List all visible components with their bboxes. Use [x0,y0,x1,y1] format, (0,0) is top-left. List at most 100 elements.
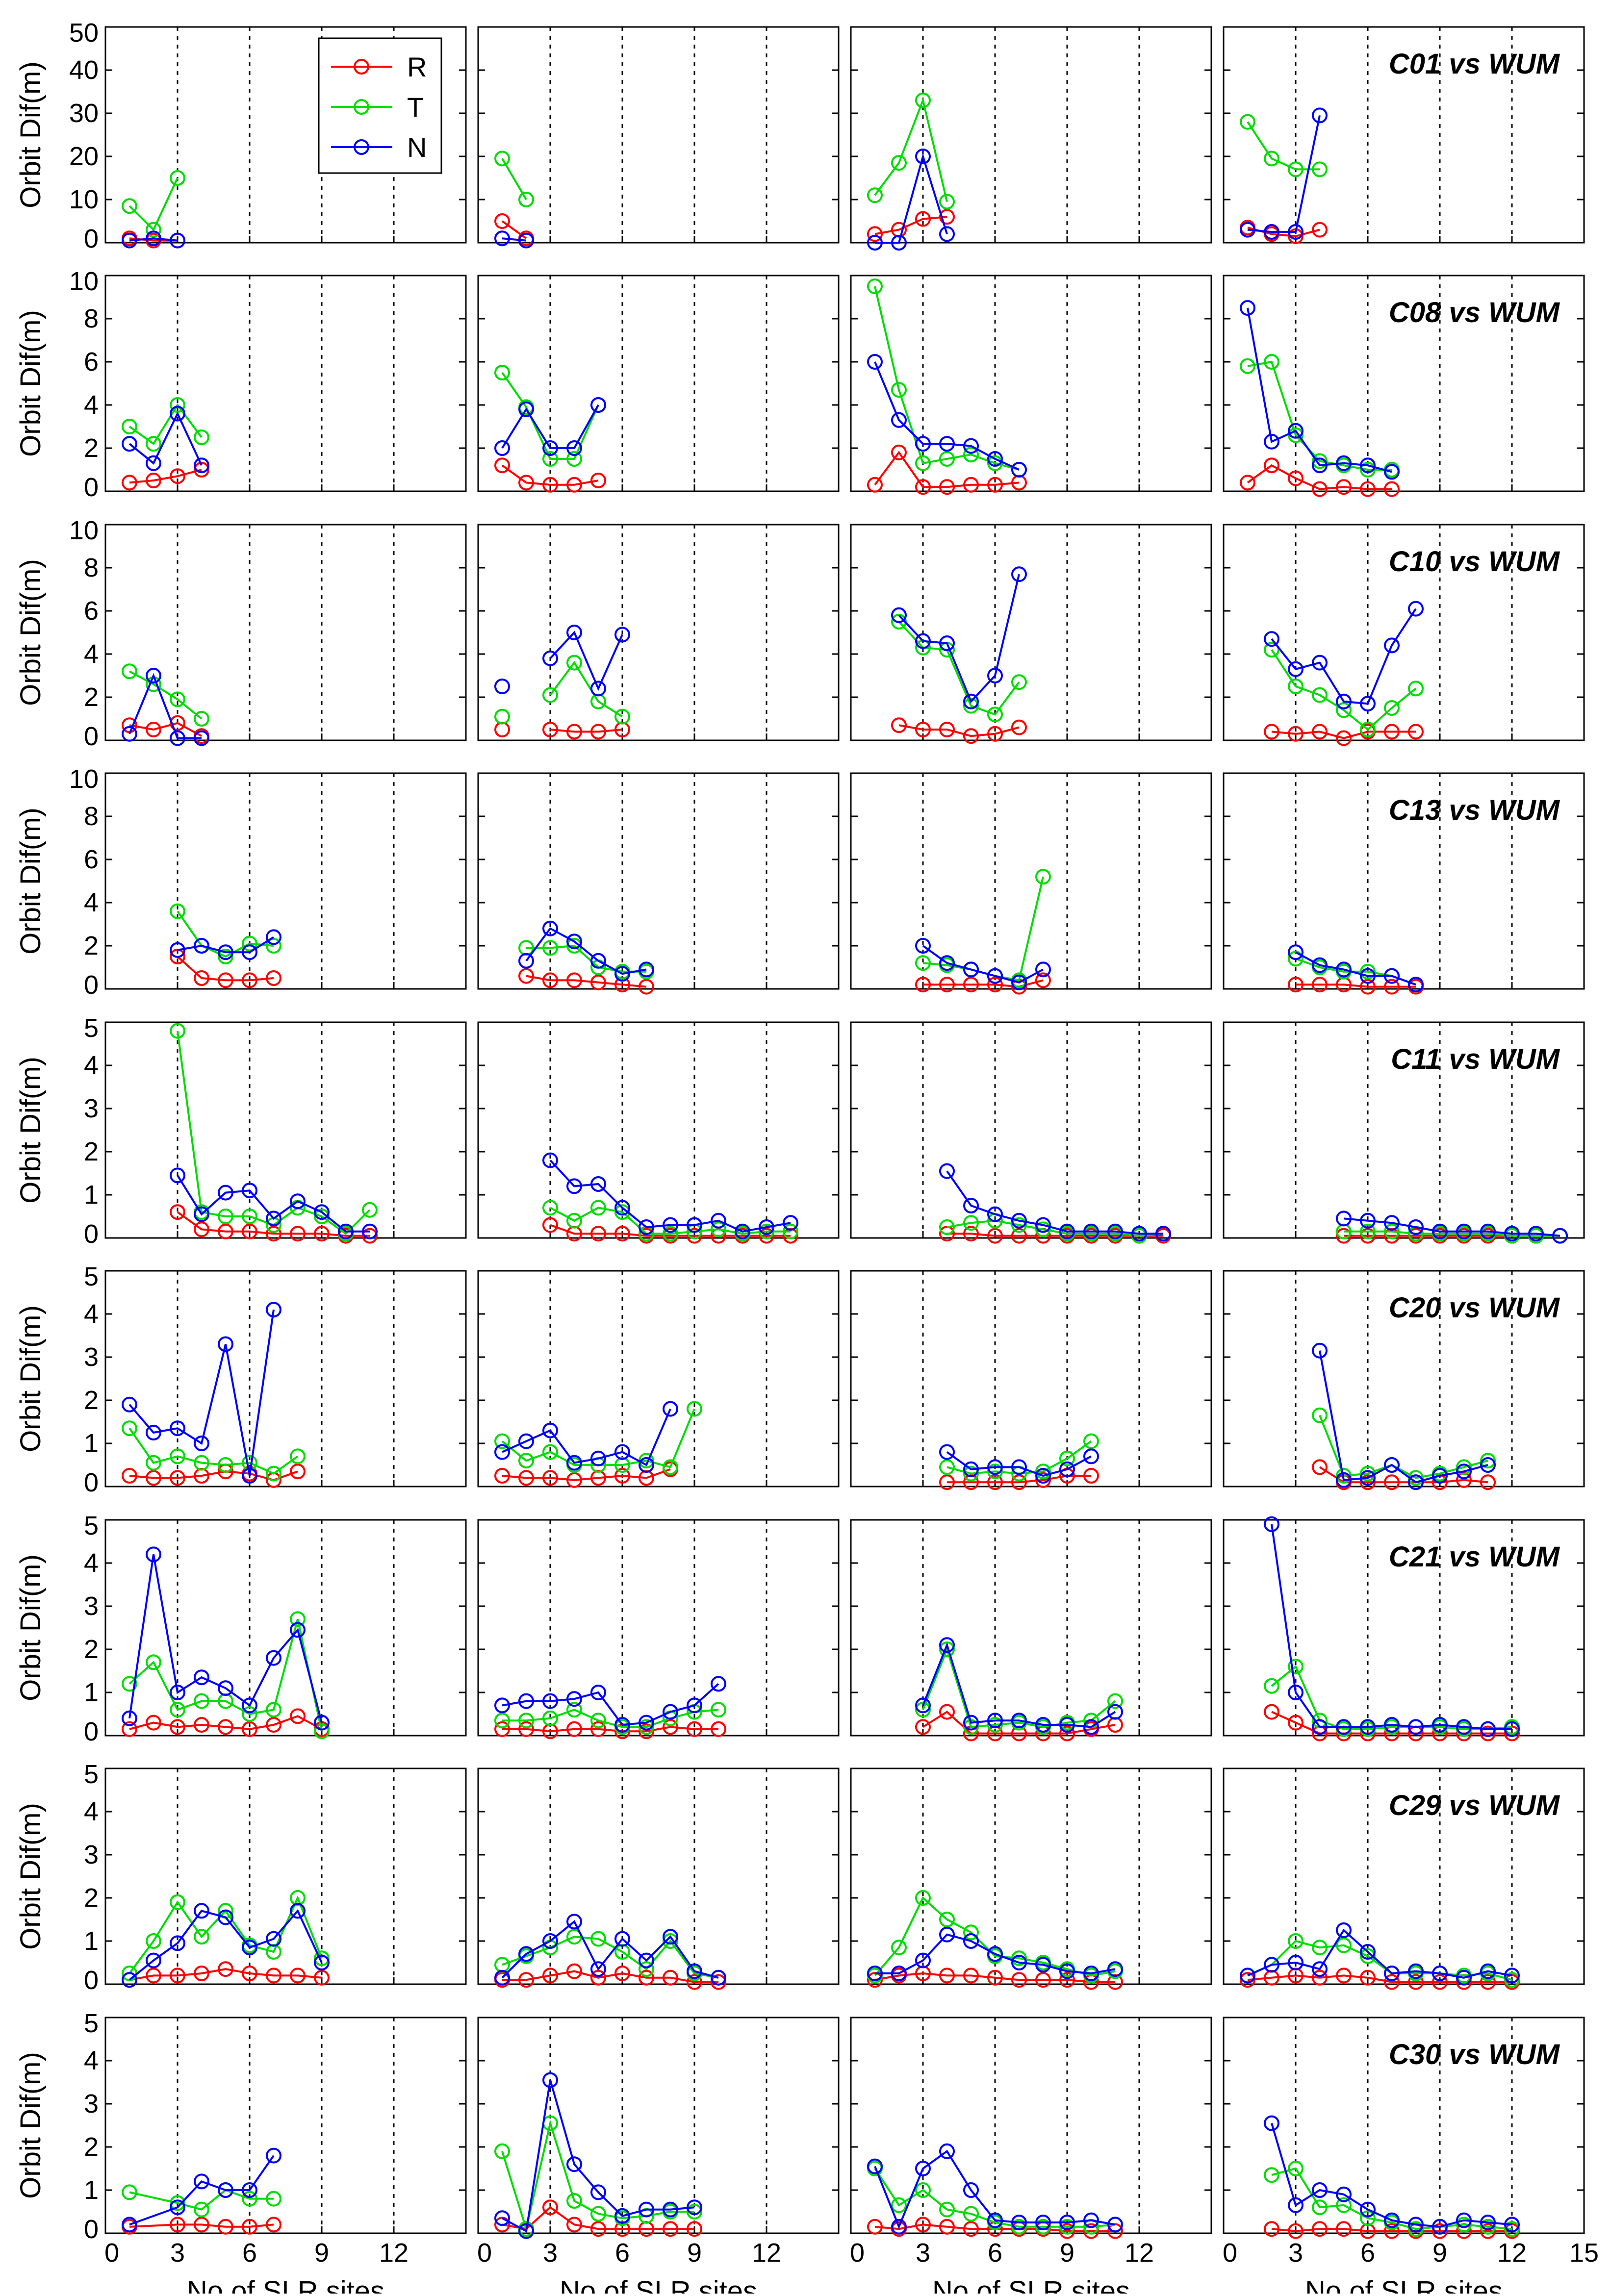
series-line-T [1271,649,1417,731]
data-point-T [218,949,233,964]
data-point-N [590,681,606,697]
data-point-T [1011,674,1027,690]
data-point-T [218,1209,233,1224]
data-point-R [1336,1968,1352,1984]
data-point-N [290,1193,306,1210]
series-line-N [128,1554,323,1723]
data-point-T [518,1713,534,1729]
y-tick-label: 5 [84,2009,99,2038]
data-point-N [1011,1955,1027,1970]
series-line-R [129,1715,322,1730]
data-point-N [687,1963,702,1979]
data-point-N [639,2201,654,2218]
series-line-T [874,97,948,202]
series-line-R [129,469,202,484]
data-point-R [939,1474,955,1490]
data-point-N [1360,457,1376,474]
data-point-R [194,462,209,478]
data-point-N [963,1933,979,1949]
data-point-T [1360,1948,1376,1964]
data-point-R [494,1468,510,1484]
x-tick-label: 0 [477,2238,492,2268]
data-point-R [1408,724,1424,740]
y-tick-label: 0 [84,1219,99,1249]
panel-r7-c4: C21 vs WUM [1223,1516,1585,1741]
data-point-N [266,1211,281,1227]
data-point-R [759,1228,774,1244]
data-point-N [1059,1963,1075,1979]
data-point-N [1083,1966,1099,1981]
data-point-R [915,2217,931,2233]
data-point-N [987,451,1003,467]
data-point-N [170,1935,185,1951]
data-point-T [170,170,185,186]
data-point-N [939,955,955,971]
data-point-N [1408,601,1424,617]
panel-title: C13 vs WUM [1389,794,1560,826]
data-point-R [1312,1969,1328,1986]
data-point-R [146,1715,161,1731]
data-point-T [1107,1693,1123,1709]
data-point-T [1456,1459,1472,1475]
data-point-R [1059,1972,1075,1988]
series-line-R [501,464,599,486]
data-point-N [362,1223,378,1239]
x-axis-label: No.of SLR sites [187,2275,384,2294]
data-point-N [518,1693,534,1709]
data-point-R [590,1721,606,1737]
data-point-R [518,475,534,491]
y-tick-label: 0 [84,224,99,253]
data-point-T [1336,702,1352,718]
data-point-N [639,1219,654,1235]
x-tick-label: 6 [1360,2238,1375,2268]
data-point-T [566,451,582,467]
data-point-T [1288,161,1304,177]
data-point-N [266,1302,281,1318]
series-line-R [922,1711,1116,1735]
y-tick-label: 0 [84,722,99,751]
data-point-T [494,708,510,725]
data-point-R [963,1968,979,1984]
data-point-R [939,722,955,737]
data-point-N [639,1952,654,1968]
y-tick-label: 8 [84,802,99,831]
panel-r2-c4: C08 vs WUM [1223,275,1585,497]
data-point-T [1504,1972,1520,1988]
data-point-T [266,2191,281,2207]
data-point-R [122,1721,137,1737]
data-point-T [266,1702,281,1718]
x-tick-label: 0 [1223,2238,1237,2268]
data-point-T [1035,869,1051,885]
data-point-R [939,479,955,495]
data-point-T [170,1448,185,1464]
data-point-T [1264,1678,1279,1694]
series-line-T [502,1936,719,1979]
y-tick-label: 0 [84,1717,99,1746]
data-point-N [614,1444,630,1460]
data-point-T [122,1676,137,1692]
y-tick-label: 0 [84,2215,99,2244]
series-line-T [526,944,646,973]
panel-frame [477,26,840,244]
data-point-N [518,1433,534,1449]
data-point-T [170,1023,185,1039]
series-line-T [128,1428,299,1475]
data-point-N [122,726,137,742]
series-line-R [502,1726,718,1733]
data-point-T [759,1223,774,1239]
data-point-N [122,1710,137,1726]
data-point-N [266,1650,281,1666]
data-point-N [1336,1211,1352,1227]
data-point-R [170,2217,185,2233]
data-point-T [542,940,558,956]
data-point-T [146,1933,161,1949]
data-point-R [663,2221,678,2237]
panel-title: C10 vs WUM [1389,546,1560,578]
data-point-R [1384,481,1400,497]
data-point-R [590,974,606,990]
panel-frame [104,275,467,492]
data-point-N [1131,1226,1147,1242]
series-line-T [874,286,1020,471]
series-line-N [502,1408,671,1466]
series-line-N [922,945,1044,984]
